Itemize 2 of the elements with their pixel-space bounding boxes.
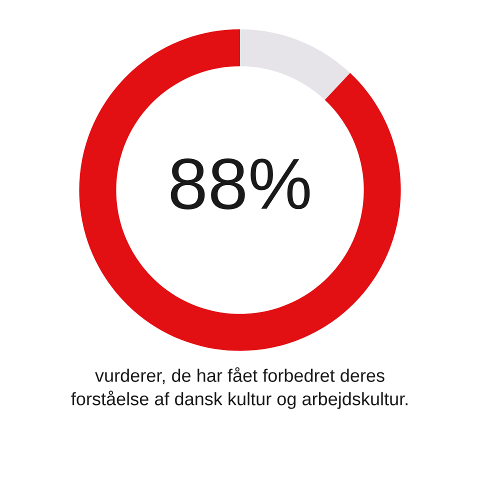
text: vurderer, de har fået forbedret deres forståelse af dansk kultur og arbejdskultur.: [71, 367, 408, 409]
text: 88%: [170, 158, 310, 210]
